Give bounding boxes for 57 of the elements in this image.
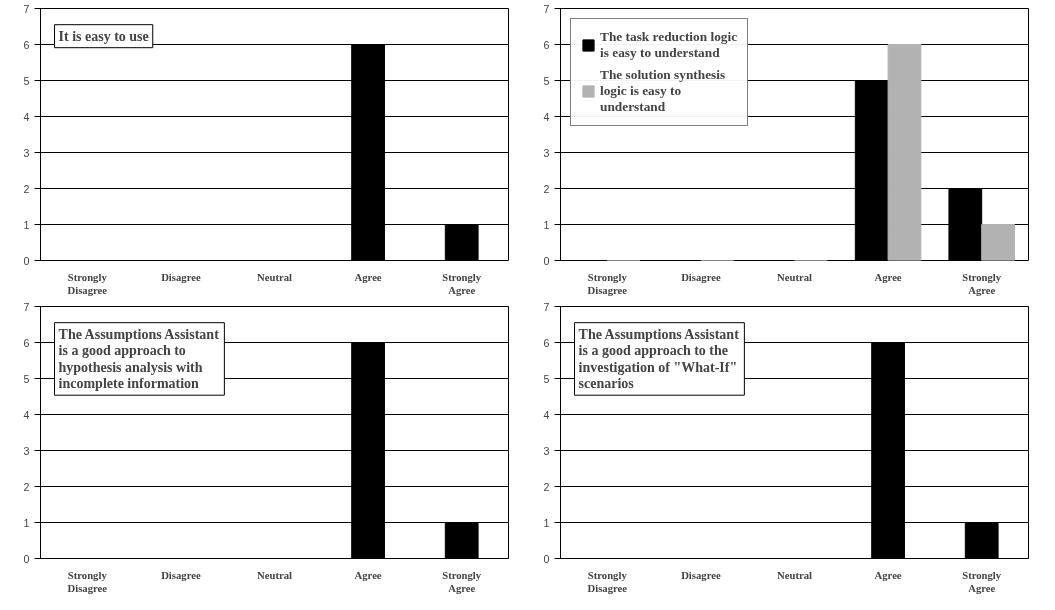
x-tick-label: Agree [874, 569, 902, 581]
y-tick-label: 1 [23, 218, 30, 231]
y-tick-label: 0 [23, 254, 30, 267]
x-tick-label: Strongly Disagree [67, 569, 108, 594]
y-tick-label: 2 [543, 182, 550, 195]
y-tick-label: 0 [543, 552, 550, 565]
y-tick-label: 3 [543, 146, 550, 159]
y-tick-label: 7 [23, 300, 30, 313]
y-tick-label: 5 [23, 74, 30, 87]
y-tick-label: 4 [543, 110, 550, 123]
x-tick-label: Agree [354, 271, 382, 283]
x-tick-label: Neutral [777, 271, 812, 283]
x-tick-label: Neutral [257, 271, 292, 283]
x-tick-label: Strongly Agree [962, 271, 1002, 296]
y-tick-label: 3 [23, 444, 30, 457]
text: The Assumptions Assistant is a good approach to hypothesis analysis with incomplete information [58, 326, 220, 392]
y-tick-label: 6 [543, 336, 550, 349]
y-tick-label: 3 [543, 444, 550, 457]
x-tick-label: Strongly Agree [442, 569, 482, 594]
y-tick-label: 0 [543, 254, 550, 267]
y-tick-label: 5 [543, 372, 550, 385]
y-tick-label: 3 [23, 146, 30, 159]
x-tick-label: Strongly Agree [442, 271, 482, 296]
y-tick-label: 7 [543, 300, 550, 313]
x-tick-label: Neutral [777, 569, 812, 581]
x-tick-label: Agree [354, 569, 382, 581]
y-tick-label: 1 [23, 516, 30, 529]
x-tick-label: Disagree [681, 569, 721, 581]
y-tick-label: 1 [543, 218, 550, 231]
x-tick-label: Strongly Disagree [67, 271, 108, 296]
y-tick-label: 5 [543, 74, 550, 87]
x-tick-label: Strongly Disagree [587, 271, 628, 296]
y-tick-label: 6 [23, 336, 30, 349]
y-tick-label: 6 [543, 38, 550, 51]
legend-label: The solution synthesis logic is easy to understand [600, 67, 726, 115]
x-tick-label: Disagree [161, 271, 201, 283]
x-tick-label: Strongly Disagree [587, 569, 628, 594]
y-tick-label: 4 [23, 408, 30, 421]
x-tick-label: Neutral [257, 569, 292, 581]
x-tick-label: Disagree [161, 569, 201, 581]
y-tick-label: 2 [543, 480, 550, 493]
text: The Assumptions Assistant is a good approach to the investigation of "What-If" scenarios [578, 326, 740, 392]
y-tick-label: 4 [23, 110, 30, 123]
x-tick-label: Agree [874, 271, 902, 283]
text: It is easy to use [58, 28, 149, 44]
x-tick-label: Strongly Agree [962, 569, 1002, 594]
y-tick-label: 7 [23, 2, 30, 15]
y-tick-label: 4 [543, 408, 550, 421]
y-tick-label: 2 [23, 480, 30, 493]
y-tick-label: 2 [23, 182, 30, 195]
y-tick-label: 1 [543, 516, 550, 529]
x-tick-label: Disagree [681, 271, 721, 283]
y-tick-label: 6 [23, 38, 30, 51]
legend-label: The task reduction logic is easy to understand [600, 29, 738, 61]
y-tick-label: 0 [23, 552, 30, 565]
y-tick-label: 7 [543, 2, 550, 15]
y-tick-label: 5 [23, 372, 30, 385]
